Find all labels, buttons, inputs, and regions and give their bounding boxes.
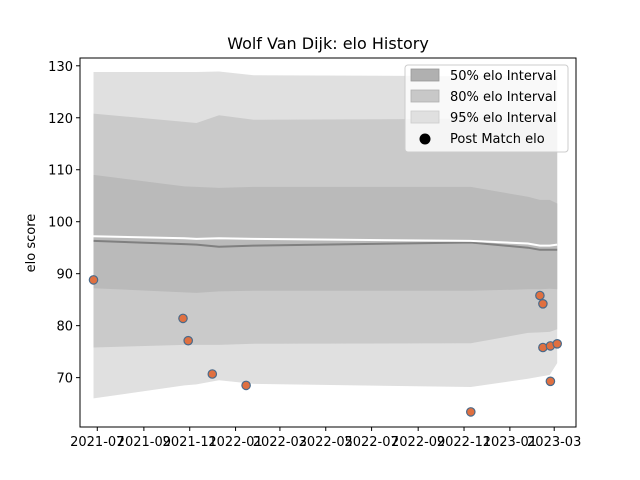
legend-marker-points (419, 133, 431, 145)
x-tick-label: 2021-07 (70, 435, 124, 450)
x-tick-label: 2022-11 (437, 435, 491, 450)
y-tick-label: 130 (48, 60, 73, 75)
post-match-points (88, 275, 562, 417)
legend-label-50: 50% elo Interval (450, 69, 557, 84)
legend-label-95: 95% elo Interval (450, 111, 557, 126)
legend-swatch-80 (410, 89, 440, 103)
y-tick-label: 80 (56, 320, 73, 335)
y-tick-label: 120 (48, 112, 73, 127)
legend-swatch-50 (410, 68, 440, 82)
post-match-point (552, 338, 562, 349)
x-tick-label: 2021-11 (163, 435, 217, 450)
x-tick-label: 2022-01 (208, 435, 262, 450)
post-match-point (241, 380, 251, 391)
y-tick-label: 90 (56, 268, 73, 283)
post-match-point (178, 313, 188, 324)
elo-lines (93, 235, 558, 251)
chart-title: Wolf Van Dijk: elo History (227, 34, 429, 53)
y-axis-label: elo score (24, 214, 39, 273)
x-tick-label: 2022-03 (253, 435, 307, 450)
x-tick-label: 2021-09 (117, 435, 171, 450)
post-match-point (207, 369, 218, 379)
y-axis-ticks: 70 80 90 100 110 120 130 (48, 60, 80, 387)
y-tick-label: 70 (56, 372, 73, 387)
post-match-point (535, 290, 545, 301)
elo-line-3 (93, 239, 558, 251)
post-match-point (183, 335, 193, 346)
x-tick-label: 2022-09 (391, 435, 445, 450)
x-tick-label: 2022-05 (299, 435, 353, 450)
band-50-elo-interval (93, 174, 558, 293)
legend: 50% elo Interval 80% elo Interval 95% el… (404, 64, 569, 153)
x-axis-ticks: 2021-072021-092021-112022-012022-032022-… (70, 427, 581, 450)
x-tick-label: 2023-03 (527, 435, 581, 450)
legend-frame (404, 64, 569, 153)
plot-frame (79, 57, 577, 428)
post-match-point (88, 275, 99, 285)
interval-bands (93, 71, 558, 399)
x-tick-label: 2022-07 (344, 435, 398, 450)
x-tick-label: 2023-01 (483, 435, 537, 450)
y-tick-label: 100 (48, 216, 73, 231)
legend-label-80: 80% elo Interval (450, 90, 557, 105)
post-match-point (545, 376, 556, 387)
post-match-point (465, 407, 476, 417)
elo-line-4 (93, 235, 558, 247)
y-tick-label: 110 (48, 164, 73, 179)
legend-label-points: Post Match elo (450, 132, 545, 147)
legend-swatch-95 (410, 110, 440, 124)
post-match-point (538, 298, 548, 309)
